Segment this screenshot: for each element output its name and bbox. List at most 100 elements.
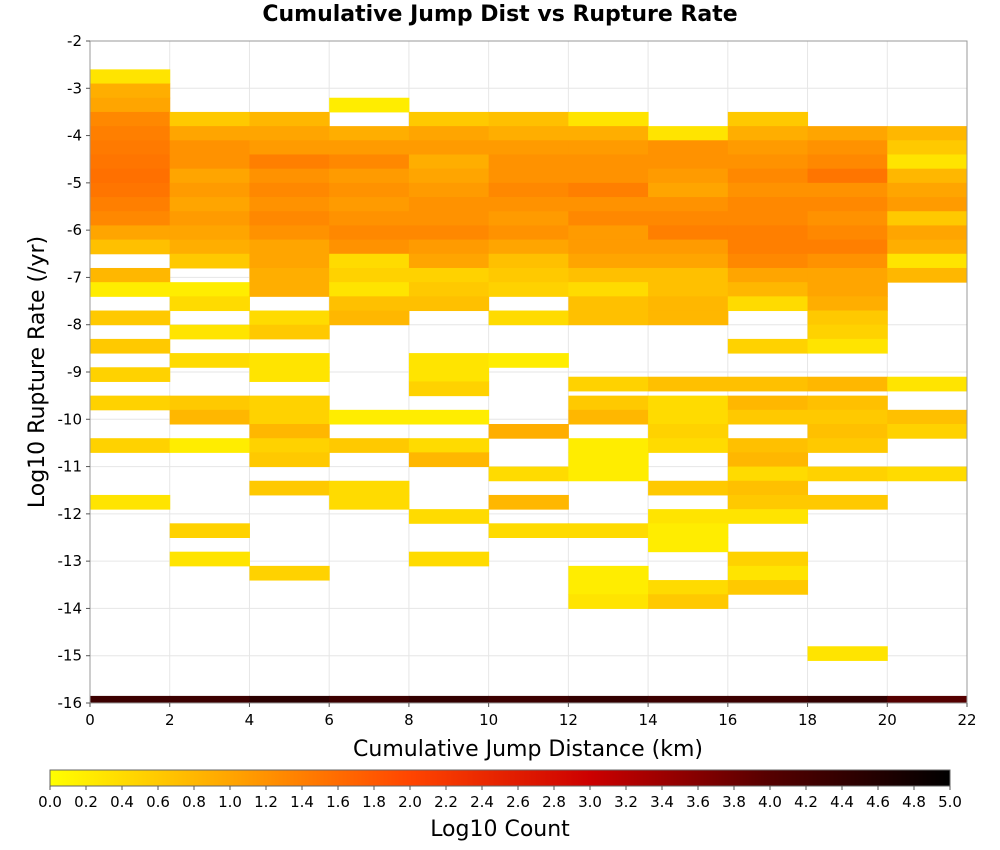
- y-tick-label: -11: [58, 458, 83, 476]
- x-tick-label: 10: [479, 711, 498, 729]
- heatmap-cell: [568, 466, 649, 482]
- heatmap-cell: [727, 253, 809, 269]
- heatmap-cell: [727, 466, 809, 482]
- heatmap-cell: [648, 282, 729, 297]
- heatmap-cell: [408, 452, 490, 468]
- heatmap-cell: [90, 338, 171, 354]
- heatmap-cell: [648, 509, 729, 524]
- heatmap-cell: [169, 353, 250, 368]
- heatmap-cell: [329, 296, 410, 312]
- heatmap-cell: [887, 239, 968, 255]
- heatmap-cell: [249, 140, 330, 155]
- colorbar-tick-label: 2.2: [434, 793, 458, 811]
- heatmap-cell: [249, 310, 330, 326]
- heatmap-cell: [169, 211, 250, 226]
- heatmap-cell: [169, 296, 250, 312]
- heatmap-cell: [329, 182, 410, 198]
- heatmap-cell: [249, 267, 330, 283]
- heatmap-cell: [727, 565, 809, 581]
- heatmap-cell: [727, 168, 809, 184]
- heatmap-cell: [249, 225, 330, 241]
- heatmap-cell: [90, 211, 171, 226]
- heatmap-cell: [90, 154, 171, 170]
- heatmap-cell: [568, 239, 649, 255]
- heatmap-cell: [568, 395, 649, 411]
- heatmap-cell: [329, 154, 410, 170]
- heatmap-cell: [488, 466, 569, 482]
- heatmap-cell: [329, 282, 410, 297]
- heatmap-cell: [488, 111, 569, 127]
- heatmap-cell: [648, 580, 729, 595]
- x-axis-label: Cumulative Jump Distance (km): [353, 737, 703, 762]
- y-tick-label: -10: [58, 410, 83, 428]
- heatmap-cell: [727, 438, 809, 453]
- heatmap-cell: [568, 154, 649, 170]
- heatmap-cell: [249, 211, 330, 226]
- heatmap-cell: [408, 168, 490, 184]
- heatmap-cell: [408, 225, 490, 241]
- heatmap-cell: [329, 438, 410, 453]
- heatmap-cell: [807, 409, 888, 425]
- heatmap-cell: [408, 211, 490, 226]
- heatmap-cell: [887, 695, 968, 703]
- heatmap-cell: [169, 695, 250, 703]
- heatmap-cell: [90, 310, 171, 326]
- colorbar-tick-label: 0.6: [146, 793, 170, 811]
- heatmap-cell: [807, 424, 888, 439]
- colorbar-tick-label: 1.0: [218, 793, 242, 811]
- colorbar-tick-label: 0.0: [38, 793, 62, 811]
- heatmap-cell: [90, 168, 171, 184]
- heatmap-cell: [169, 551, 250, 567]
- heatmap-cell: [887, 253, 968, 269]
- heatmap-cell: [329, 409, 410, 425]
- heatmap-cell: [329, 310, 410, 326]
- x-tick-label: 12: [559, 711, 578, 729]
- heatmap-cell: [329, 168, 410, 184]
- y-tick-label: -15: [58, 647, 83, 665]
- heatmap-cell: [887, 466, 968, 482]
- heatmap-cell: [249, 395, 330, 411]
- heatmap-cell: [568, 267, 649, 283]
- heatmap-cell: [727, 182, 809, 198]
- heatmap-cell: [807, 324, 888, 340]
- heatmap-cell: [408, 353, 490, 368]
- x-tick-label: 20: [878, 711, 897, 729]
- heatmap-cell: [648, 594, 729, 609]
- heatmap-cell: [249, 111, 330, 127]
- colorbar-tick-label: 0.2: [74, 793, 98, 811]
- heatmap-cell: [807, 376, 888, 392]
- heatmap-cell: [90, 126, 171, 141]
- heatmap-cell: [648, 523, 729, 538]
- heatmap-cell: [488, 126, 569, 141]
- heatmap-cell: [488, 225, 569, 241]
- heatmap-cell: [648, 480, 729, 496]
- heatmap-cell: [408, 267, 490, 283]
- heatmap-cell: [249, 253, 330, 269]
- heatmap-cell: [408, 509, 490, 524]
- heatmap-cell: [169, 154, 250, 170]
- heatmap-cell: [568, 211, 649, 226]
- heatmap-cell: [329, 695, 410, 703]
- heatmap-cell: [568, 409, 649, 425]
- heatmap-cell: [169, 438, 250, 453]
- y-tick-label: -16: [58, 694, 83, 712]
- heatmap-cell: [169, 395, 250, 411]
- heatmap-cell: [249, 367, 330, 382]
- heatmap-cell: [408, 551, 490, 567]
- heatmap-cell: [887, 197, 968, 212]
- heatmap-cell: [90, 140, 171, 155]
- colorbar-tick-label: 3.0: [578, 793, 602, 811]
- heatmap-cell: [408, 438, 490, 453]
- heatmap-cell: [568, 253, 649, 269]
- heatmap-cell: [408, 381, 490, 397]
- heatmap-cell: [329, 126, 410, 141]
- heatmap-cell: [329, 140, 410, 155]
- heatmap-cell: [648, 253, 729, 269]
- heatmap-cell: [488, 140, 569, 155]
- heatmap-cell: [648, 537, 729, 553]
- colorbar: [49, 769, 951, 787]
- heatmap-cell: [807, 267, 888, 283]
- y-tick-label: -6: [67, 221, 82, 239]
- heatmap-cell: [568, 168, 649, 184]
- heatmap-cell: [169, 197, 250, 212]
